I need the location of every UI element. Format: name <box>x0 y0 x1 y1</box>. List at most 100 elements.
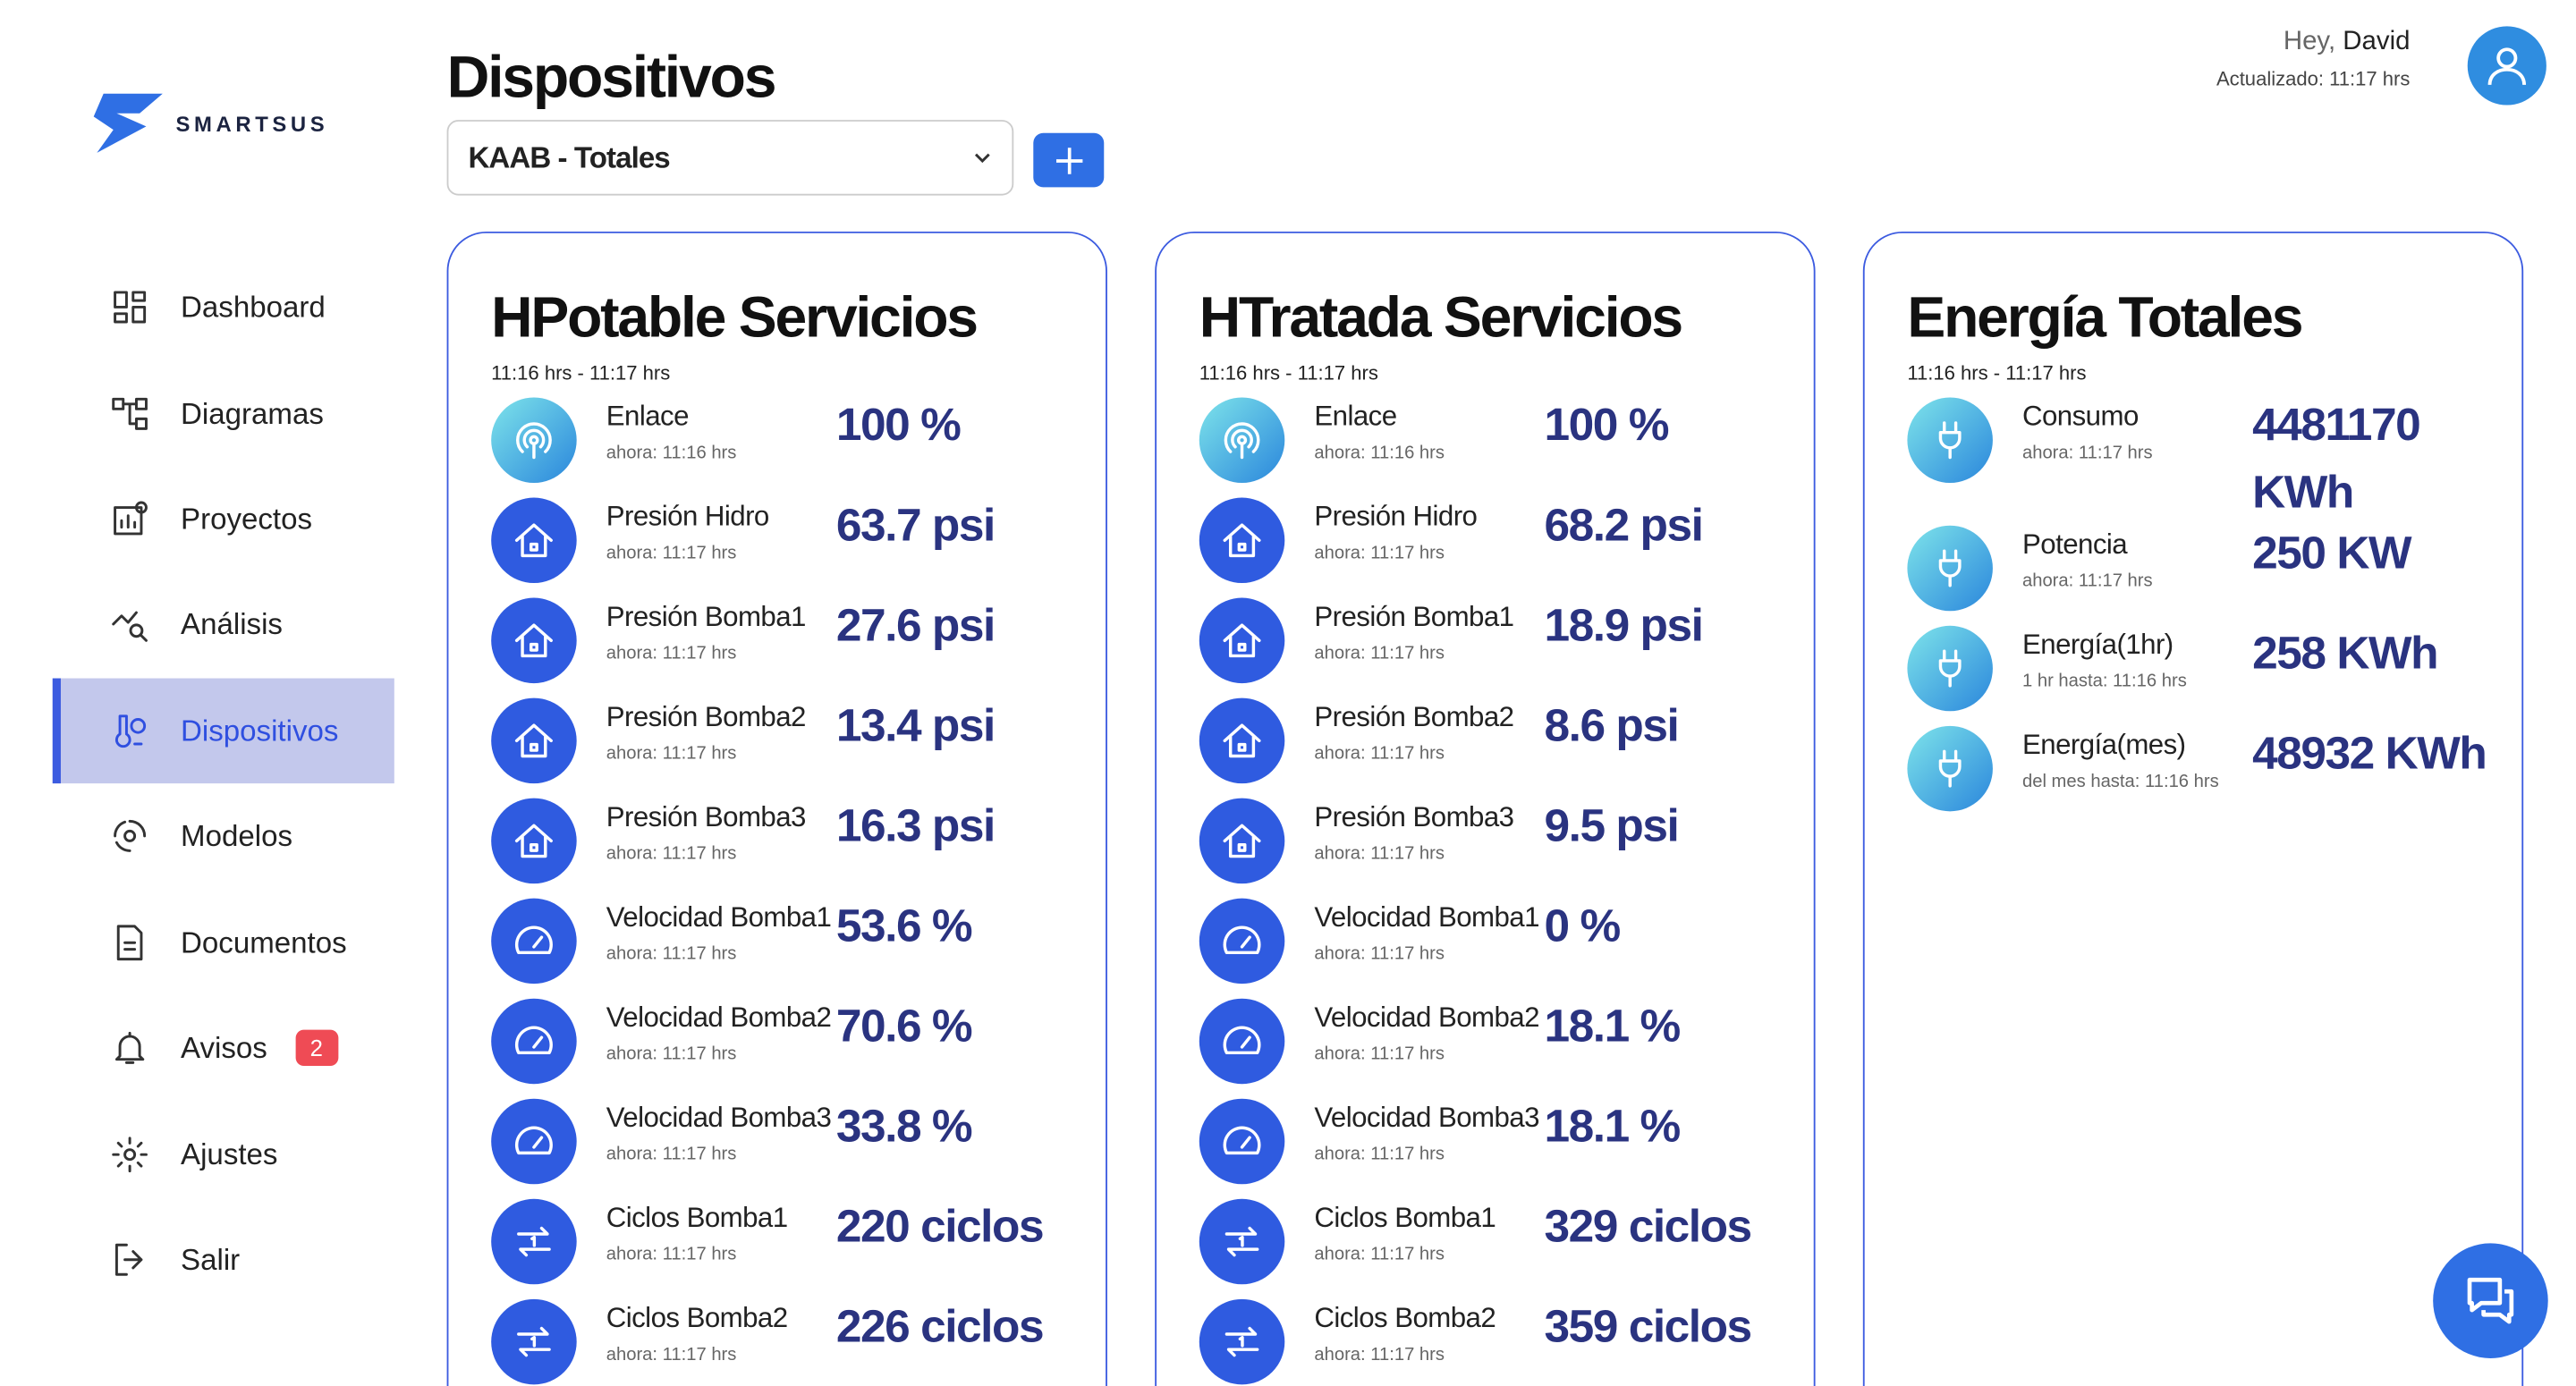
metric-icon <box>1199 1198 1285 1285</box>
metric-label: Velocidad Bomba2 <box>1314 1001 1539 1034</box>
metric-row: Presión Bomba3 ahora: 11:17 hrs 9.5 psi <box>1199 798 1814 899</box>
metric-time: ahora: 11:17 hrs <box>606 944 737 965</box>
metric-label: Ciclos Bomba2 <box>606 1302 788 1334</box>
nav-item[interactable]: Ajustes <box>53 1102 394 1207</box>
metric-text: Presión Hidro ahora: 11:17 hrs <box>1314 498 1544 598</box>
card-range: 11:16 hrs - 11:17 hrs <box>1907 361 2087 385</box>
metric-time: ahora: 11:17 hrs <box>1314 1145 1445 1165</box>
nav-item[interactable]: Salir <box>53 1207 394 1313</box>
nav-item[interactable]: Dispositivos <box>52 678 394 784</box>
icon <box>514 623 553 658</box>
metric-value: 220 ciclos <box>835 1200 1045 1252</box>
icon <box>1224 422 1260 460</box>
metric-time: ahora: 11:17 hrs <box>2021 443 2153 463</box>
metric-label: Enlace <box>606 401 690 433</box>
metric-text: Presión Bomba2 ahora: 11:17 hrs <box>606 698 836 799</box>
metric-row: Energía(mes) del mes hasta: 11:16 hrs 4893… <box>1907 725 2521 826</box>
card-title: HTratada Servicios <box>1199 285 1683 351</box>
metric-label: Presión Bomba1 <box>606 601 807 633</box>
icon <box>1224 1326 1259 1357</box>
nav-item[interactable]: Diagramas <box>53 361 394 467</box>
metric-label: Presión Bomba2 <box>1314 701 1514 733</box>
brand: SMARTSUS <box>175 110 329 136</box>
metric-time: ahora: 11:17 hrs <box>1314 1044 1445 1065</box>
metric-text: Velocidad Bomba1 ahora: 11:17 hrs <box>606 899 836 999</box>
nav-item[interactable]: Análisis <box>53 571 394 677</box>
nav-item[interactable]: Proyectos <box>53 467 394 572</box>
icon <box>1223 623 1261 658</box>
metric-icon <box>1199 1298 1285 1385</box>
icon <box>1223 1126 1261 1155</box>
icon <box>1224 1226 1259 1257</box>
icon <box>1223 1026 1261 1055</box>
icon <box>517 1226 551 1257</box>
user-name: David <box>2343 28 2411 56</box>
metric-text: Velocidad Bomba2 ahora: 11:17 hrs <box>1314 999 1544 1099</box>
icon <box>1223 523 1261 558</box>
metric-row: Presión Hidro ahora: 11:17 hrs 68.2 psi <box>1199 497 1814 598</box>
card-range: 11:16 hrs - 11:17 hrs <box>491 361 671 385</box>
metric-time: ahora: 11:17 hrs <box>1314 844 1445 865</box>
metric-text: Presión Bomba2 ahora: 11:17 hrs <box>1314 698 1544 799</box>
metric-icon <box>491 1298 577 1385</box>
logo-mark <box>93 93 163 153</box>
nav-label: Análisis <box>181 606 283 640</box>
metric-time: ahora: 11:17 hrs <box>606 543 737 563</box>
card-title: Energía Totales <box>1907 285 2303 351</box>
metric-label: Presión Hidro <box>606 501 770 533</box>
metric-icon <box>491 497 577 584</box>
nav-label: Salir <box>181 1242 241 1276</box>
metric-value: 63.7 psi <box>835 499 996 551</box>
icon <box>514 1026 553 1055</box>
metric-row: Velocidad Bomba1 ahora: 11:17 hrs 0 % <box>1199 898 1814 999</box>
metric-value: 8.6 psi <box>1544 699 1679 751</box>
icon <box>112 611 148 642</box>
nav-item[interactable]: Dashboard <box>53 255 394 360</box>
metric-row: Ciclos Bomba1 ahora: 11:17 hrs 220 ciclos <box>491 1198 1106 1299</box>
metric-value: 27.6 psi <box>835 599 996 651</box>
metric-time: 1 hr hasta: 11:16 hrs <box>2021 672 2187 692</box>
metric-label: Velocidad Bomba3 <box>606 1102 832 1134</box>
add-button[interactable] <box>1033 132 1105 188</box>
nav-item[interactable]: Modelos <box>53 783 394 889</box>
metric-label: Presión Bomba2 <box>606 701 807 733</box>
nav-icon <box>110 711 153 750</box>
metric-icon <box>1199 497 1285 584</box>
metric-text: Presión Bomba3 ahora: 11:17 hrs <box>1314 799 1544 899</box>
metric-label: Energía(1hr) <box>2021 629 2174 661</box>
metric-icon <box>1199 597 1285 684</box>
page-title: Dispositivos <box>446 42 777 111</box>
metric-icon <box>1199 798 1285 884</box>
metric-label: Presión Bomba1 <box>1314 601 1514 633</box>
metric-icon <box>491 697 577 784</box>
metric-time: ahora: 11:17 hrs <box>1314 944 1445 965</box>
metric-time: ahora: 11:17 hrs <box>1314 543 1445 563</box>
metric-row: Presión Bomba2 ahora: 11:17 hrs 8.6 psi <box>1199 697 1814 799</box>
metric-time: ahora: 11:16 hrs <box>606 443 737 463</box>
avatar-icon <box>2487 47 2527 86</box>
metric-icon <box>1907 397 1993 483</box>
metric-time: ahora: 11:16 hrs <box>1314 443 1445 463</box>
metric-time: ahora: 11:17 hrs <box>1314 643 1445 664</box>
project-select[interactable]: KAAB - Totales <box>446 120 1014 196</box>
metric-row: Consumo ahora: 11:17 hrs 4481170 KWh <box>1907 397 2521 525</box>
metric-text: Consumo ahora: 11:17 hrs <box>2022 397 2252 525</box>
icon <box>514 925 553 955</box>
metric-text: Ciclos Bomba2 ahora: 11:17 hrs <box>606 1299 836 1386</box>
nav-item[interactable]: Avisos 2 <box>53 995 394 1101</box>
icon <box>114 1031 145 1064</box>
nav-label: Documentos <box>181 925 347 959</box>
metric-label: Velocidad Bomba1 <box>606 901 832 934</box>
metric-row: Energía(1hr) 1 hr hasta: 11:16 hrs 258 KWh <box>1907 625 2521 726</box>
chat-button[interactable] <box>2433 1243 2548 1358</box>
nav-item[interactable]: Documentos <box>53 890 394 995</box>
nav-label: Modelos <box>181 818 293 852</box>
metric-text: Presión Bomba1 ahora: 11:17 hrs <box>1314 598 1544 698</box>
metric-icon <box>1199 1098 1285 1185</box>
metric-label: Ciclos Bomba2 <box>1314 1302 1496 1334</box>
metric-value: 250 KW <box>2252 527 2411 579</box>
icon <box>514 824 553 858</box>
metric-value: 18.1 % <box>1544 1100 1681 1152</box>
avatar[interactable] <box>2467 26 2546 106</box>
